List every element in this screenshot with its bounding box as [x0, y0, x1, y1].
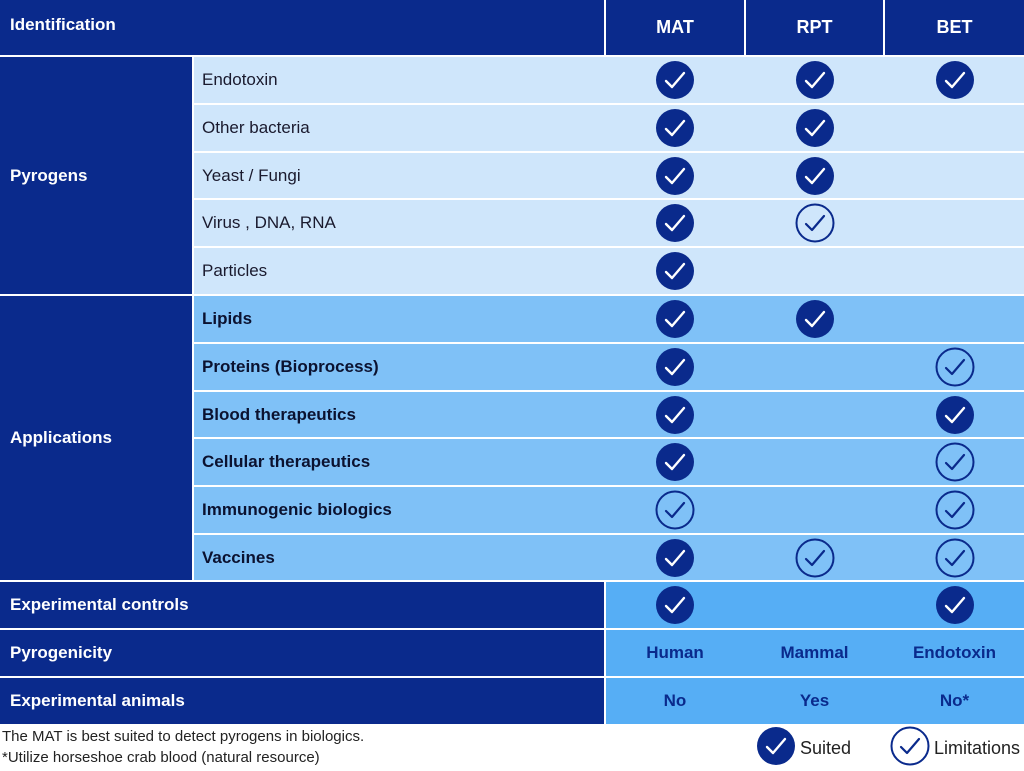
- filled-check-circle-icon: [756, 726, 796, 771]
- row-divider: [194, 342, 1024, 344]
- empty-cell: [885, 296, 1024, 342]
- filled-check-circle-icon: [606, 392, 744, 438]
- column-header-label: BET: [936, 17, 973, 37]
- empty-cell: [885, 153, 1024, 199]
- summary-label-text: Experimental controls: [10, 595, 189, 614]
- header-title: Identification: [10, 14, 116, 34]
- summary-body-pyrogenicity: [606, 630, 1024, 676]
- filled-check-circle-icon: [606, 57, 744, 103]
- summary-label-experimental-controls: Experimental controls: [0, 582, 604, 628]
- column-header-rpt: RPT: [746, 0, 883, 55]
- column-header-mat: MAT: [606, 0, 744, 55]
- filled-check-circle-icon: [606, 296, 744, 342]
- table-header-title: Identification: [0, 0, 604, 55]
- summary-label-experimental-animals: Experimental animals: [0, 678, 604, 724]
- row-label: Lipids: [202, 309, 253, 328]
- filled-check-circle-icon: [606, 344, 744, 390]
- summary-value: Mammal: [780, 643, 849, 662]
- footnote-line: *Utilize horseshoe crab blood (natural r…: [2, 749, 320, 766]
- summary-value: Yes: [799, 691, 830, 710]
- legend-suited-label: Suited: [800, 737, 852, 758]
- row-divider: [194, 151, 1024, 153]
- group-label-text: Applications: [10, 428, 113, 447]
- empty-cell: [746, 344, 883, 390]
- summary-value: No: [663, 691, 687, 710]
- filled-check-circle-icon: [746, 105, 883, 151]
- empty-cell: [885, 200, 1024, 246]
- empty-cell: [885, 105, 1024, 151]
- summary-label-text: Pyrogenicity: [10, 643, 113, 662]
- row-divider: [194, 246, 1024, 248]
- row-divider: [194, 485, 1024, 487]
- outline-check-circle-icon: [885, 487, 1024, 533]
- row-divider: [194, 533, 1024, 535]
- group-label-applications: Applications: [0, 296, 192, 580]
- filled-check-circle-icon: [885, 582, 1024, 628]
- row-divider: [194, 198, 1024, 200]
- pyrogens-body: [194, 57, 1024, 294]
- summary-value: No*: [939, 691, 970, 710]
- legend-limitations-label: Limitations: [934, 737, 1021, 758]
- filled-check-circle-icon: [746, 153, 883, 199]
- row-label: Proteins (Bioprocess): [202, 357, 379, 376]
- row-label: Cellular therapeutics: [202, 452, 371, 471]
- filled-check-circle-icon: [746, 57, 883, 103]
- row-divider: [194, 103, 1024, 105]
- summary-label-pyrogenicity: Pyrogenicity: [0, 630, 604, 676]
- summary-label-text: Experimental animals: [10, 691, 185, 710]
- row-label: Endotoxin: [202, 70, 278, 89]
- footnotes: The MAT is best suited to detect pyrogen…: [2, 726, 602, 768]
- empty-cell: [746, 487, 883, 533]
- column-header-label: MAT: [656, 17, 694, 37]
- empty-cell: [746, 439, 883, 485]
- summary-body-experimental-animals: [606, 678, 1024, 724]
- column-header-label: RPT: [796, 17, 833, 37]
- row-label: Immunogenic biologics: [202, 500, 392, 519]
- row-label: Vaccines: [202, 548, 275, 567]
- filled-check-circle-icon: [885, 392, 1024, 438]
- outline-check-circle-icon: [746, 535, 883, 581]
- filled-check-circle-icon: [606, 105, 744, 151]
- filled-check-circle-icon: [885, 57, 1024, 103]
- outline-check-circle-icon: [885, 344, 1024, 390]
- row-divider: [194, 390, 1024, 392]
- footnote-line: The MAT is best suited to detect pyrogen…: [2, 728, 365, 745]
- row-label: Blood therapeutics: [202, 405, 356, 424]
- filled-check-circle-icon: [606, 153, 744, 199]
- empty-cell: [746, 392, 883, 438]
- outline-check-circle-icon: [606, 487, 744, 533]
- column-header-bet: BET: [885, 0, 1024, 55]
- empty-cell: [746, 248, 883, 294]
- filled-check-circle-icon: [606, 439, 744, 485]
- summary-value: Endotoxin: [912, 643, 997, 662]
- legend-limitations: Limitations: [890, 726, 1021, 771]
- row-label: Particles: [202, 261, 268, 280]
- filled-check-circle-icon: [606, 200, 744, 246]
- outline-check-circle-icon: [890, 726, 930, 771]
- filled-check-circle-icon: [746, 296, 883, 342]
- group-label-text: Pyrogens: [10, 165, 88, 185]
- filled-check-circle-icon: [606, 582, 744, 628]
- outline-check-circle-icon: [885, 439, 1024, 485]
- summary-value: Human: [646, 643, 704, 662]
- group-label-pyrogens: Pyrogens: [0, 57, 192, 294]
- row-label: Other bacteria: [202, 118, 310, 137]
- outline-check-circle-icon: [885, 535, 1024, 581]
- row-label: Virus , DNA, RNA: [202, 213, 336, 232]
- filled-check-circle-icon: [606, 248, 744, 294]
- outline-check-circle-icon: [746, 200, 883, 246]
- legend-suited: Suited: [756, 726, 852, 771]
- row-divider: [194, 437, 1024, 439]
- empty-cell: [885, 248, 1024, 294]
- empty-cell: [746, 582, 883, 628]
- filled-check-circle-icon: [606, 535, 744, 581]
- row-label: Yeast / Fungi: [202, 166, 301, 185]
